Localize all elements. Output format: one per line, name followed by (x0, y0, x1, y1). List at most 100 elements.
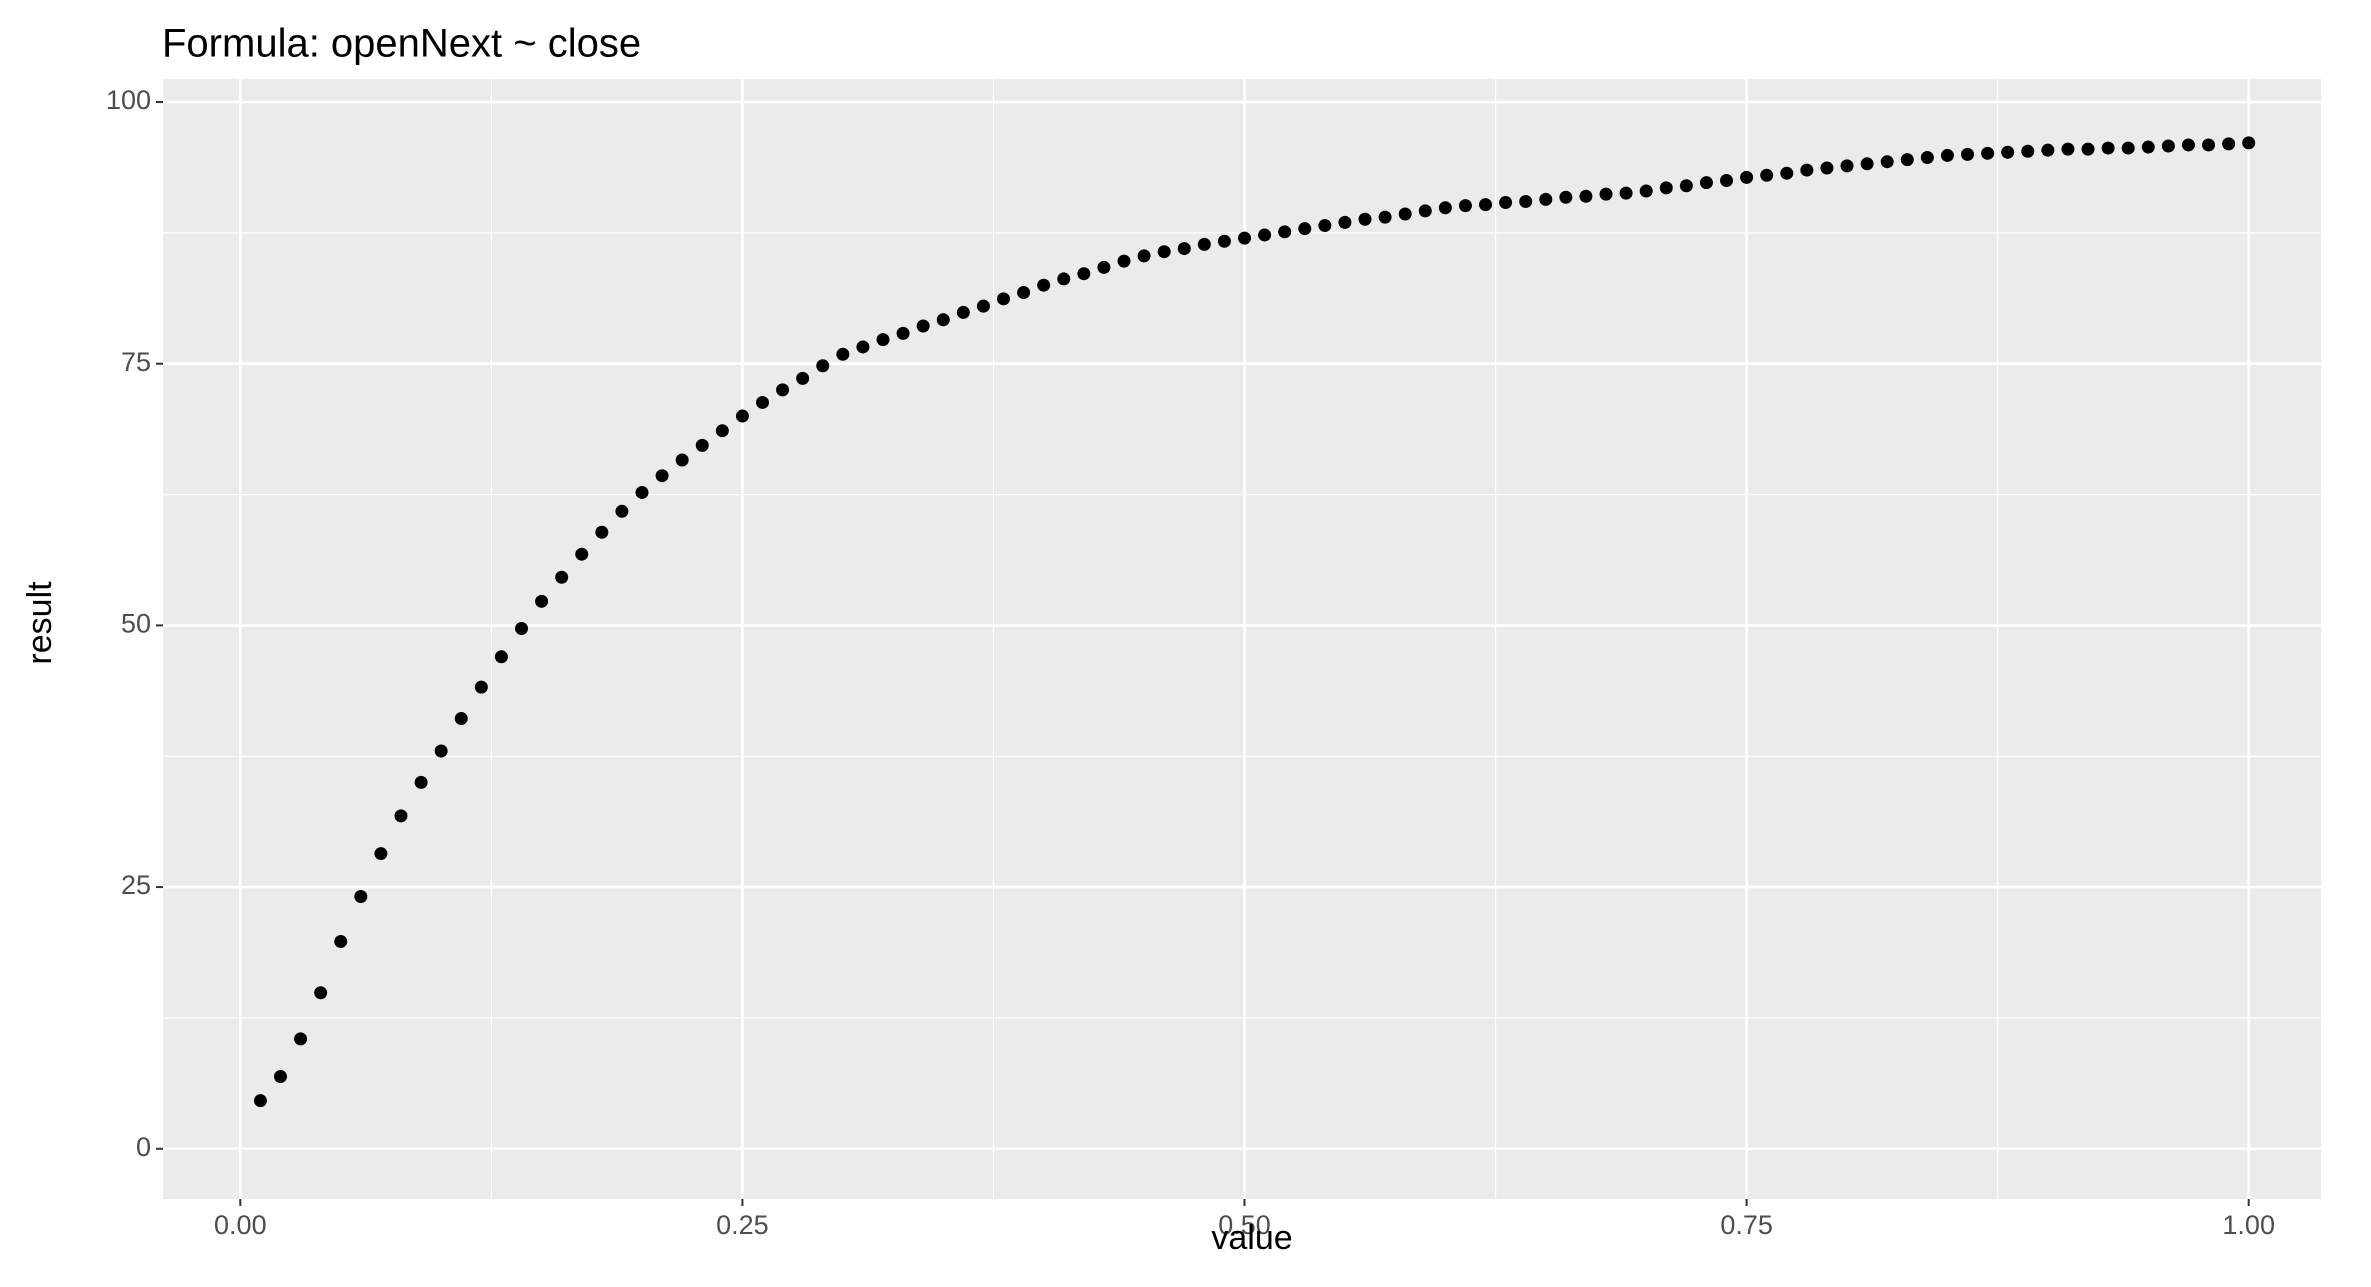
point (1740, 170, 1754, 184)
x-tick-label: 1.00 (2222, 1210, 2275, 1240)
point (1338, 215, 1352, 229)
x-tick-label: 0.25 (716, 1210, 769, 1240)
y-tick-label: 75 (121, 347, 151, 377)
point (1398, 207, 1412, 221)
point (253, 1094, 267, 1108)
point (1820, 161, 1834, 175)
point (273, 1070, 287, 1084)
point (1760, 168, 1774, 182)
point (1197, 237, 1211, 251)
point (1699, 176, 1713, 190)
point (1037, 278, 1051, 292)
point (314, 986, 328, 1000)
point (1318, 219, 1332, 233)
point (1619, 186, 1633, 200)
y-axis-title: result (21, 581, 59, 665)
point (1258, 228, 1272, 242)
point (976, 299, 990, 313)
point (1057, 272, 1071, 286)
y-tick-label: 50 (121, 609, 151, 639)
point (354, 889, 368, 903)
x-tick-label: 0.00 (214, 1210, 267, 1240)
chart-title: Formula: openNext ~ close (162, 22, 641, 66)
point (474, 680, 488, 694)
point (1278, 225, 1292, 239)
point (1238, 231, 1252, 245)
point (2222, 137, 2236, 151)
point (615, 504, 629, 518)
point (1458, 199, 1472, 213)
point (2001, 145, 2015, 159)
point (896, 326, 910, 340)
point (1157, 245, 1171, 259)
point (1298, 222, 1312, 236)
point (735, 409, 749, 423)
point (334, 935, 348, 949)
x-axis-title: value (1211, 1219, 1292, 1257)
point (555, 570, 569, 584)
point (1720, 174, 1734, 188)
point (1659, 181, 1673, 195)
point (514, 622, 528, 636)
panel-background (163, 79, 2321, 1199)
point (916, 319, 930, 333)
y-tick-label: 100 (106, 85, 151, 115)
point (1900, 153, 1914, 167)
point (374, 847, 388, 861)
point (1940, 148, 1954, 162)
point (796, 371, 810, 385)
point (1639, 184, 1653, 198)
y-tick-label: 25 (121, 870, 151, 900)
point (1177, 242, 1191, 256)
axes: 0.00 0.25 0.50 0.75 1.00 0 25 50 75 100 (106, 85, 2275, 1240)
point (434, 744, 448, 758)
point (1418, 204, 1432, 218)
points (253, 136, 2256, 1108)
point (1358, 212, 1372, 226)
point (1579, 189, 1593, 203)
point (1679, 179, 1693, 193)
point (1800, 163, 1814, 177)
x-tick-label: 0.75 (1720, 1210, 1773, 1240)
point (1780, 166, 1794, 180)
point (294, 1032, 308, 1046)
point (2061, 142, 2075, 156)
point (414, 775, 428, 789)
x-tick-label: 0.50 (1218, 1210, 1271, 1240)
point (2121, 141, 2135, 155)
point (1539, 192, 1553, 206)
point (997, 292, 1011, 306)
point (836, 347, 850, 361)
point (756, 395, 770, 409)
y-tick-label: 0 (136, 1132, 151, 1162)
point (1217, 234, 1231, 248)
point (2081, 142, 2095, 156)
point (1961, 147, 1975, 161)
point (535, 594, 549, 608)
point (394, 809, 408, 823)
point (776, 383, 790, 397)
point (1378, 210, 1392, 224)
point (675, 453, 689, 467)
point (494, 650, 508, 664)
point (695, 438, 709, 452)
point (956, 305, 970, 319)
point (715, 424, 729, 438)
point (575, 547, 589, 561)
point (1880, 155, 1894, 169)
point (1860, 157, 1874, 171)
point (1137, 249, 1151, 263)
point (2021, 144, 2035, 158)
point (1559, 190, 1573, 204)
point (454, 712, 468, 726)
point (1017, 286, 1031, 300)
point (2101, 141, 2115, 155)
point (2141, 140, 2155, 154)
point (1438, 201, 1452, 215)
point (816, 359, 830, 373)
point (1479, 198, 1493, 212)
point (856, 340, 870, 354)
point (2202, 138, 2216, 152)
point (635, 485, 649, 499)
